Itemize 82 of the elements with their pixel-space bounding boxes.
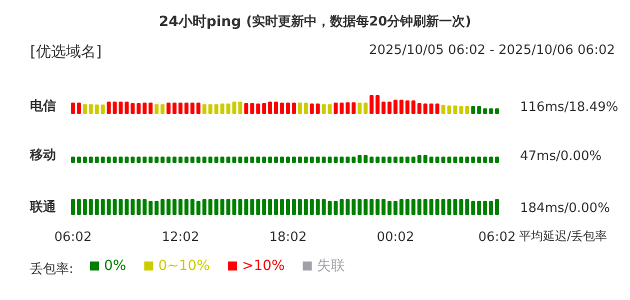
- bar: [154, 104, 159, 114]
- legend-label: 0~10%: [158, 258, 210, 274]
- bar: [178, 102, 182, 114]
- bar: [292, 102, 296, 114]
- bar: [244, 102, 248, 114]
- bar: [393, 100, 398, 114]
- bar: [106, 102, 111, 114]
- bar: [94, 104, 99, 114]
- bar: [76, 102, 81, 114]
- bar: [250, 102, 254, 114]
- text: 184ms/0.00%: [520, 201, 610, 216]
- legend-title: 丢包率:: [30, 261, 74, 277]
- bar: [238, 102, 242, 114]
- bar: [88, 104, 93, 114]
- bar: [465, 106, 470, 114]
- legend-label: 0%: [104, 258, 126, 274]
- bar: [328, 104, 332, 114]
- bar: [82, 104, 87, 114]
- bar: [208, 104, 212, 114]
- bar: [471, 106, 476, 114]
- text: 47ms/0.00%: [520, 149, 602, 164]
- bar: [405, 100, 410, 114]
- bar: [399, 100, 404, 114]
- bar: [172, 102, 177, 114]
- bar: [370, 95, 374, 114]
- bar: [304, 102, 308, 114]
- chart-subtitle: (实时更新中，数据每20分钟刷新一次): [246, 14, 472, 30]
- bar: [142, 102, 147, 114]
- bar: [160, 104, 165, 114]
- bar: [214, 104, 218, 114]
- bar: [388, 102, 392, 114]
- bar: [286, 102, 290, 114]
- bar: [130, 102, 135, 114]
- bar: [453, 105, 458, 114]
- bar: [417, 102, 422, 114]
- bar: [435, 104, 440, 114]
- bar: [256, 104, 260, 114]
- x-tick-label: 00:02: [376, 230, 414, 245]
- bar: [274, 102, 278, 114]
- bar: [322, 104, 326, 114]
- bar: [190, 102, 194, 114]
- bar: [298, 102, 302, 114]
- text: [优选域名]: [30, 42, 102, 60]
- bar: [477, 106, 482, 114]
- bar: [268, 102, 272, 114]
- bar: [280, 102, 284, 114]
- bar: [316, 104, 320, 114]
- x-tick-label: 06:02: [478, 230, 516, 245]
- bar: [136, 102, 141, 114]
- y-axis-title: 电信: [30, 99, 56, 114]
- bar: [382, 102, 386, 114]
- bar: [166, 102, 171, 114]
- x-tick-label: 18:02: [269, 230, 307, 245]
- bar: [352, 102, 356, 114]
- bar: [310, 104, 314, 114]
- bar: [148, 102, 153, 114]
- y-axis-title: 联通: [29, 199, 57, 215]
- bar: [100, 104, 105, 114]
- bar: [262, 102, 266, 114]
- text: 116ms/18.49%: [520, 100, 618, 115]
- chart-title: 24小时ping: [158, 14, 242, 30]
- bar: [70, 102, 75, 114]
- bar: [112, 102, 117, 114]
- bar: [202, 104, 206, 114]
- y-axis-title: 移动: [29, 148, 56, 163]
- bar: [429, 104, 434, 114]
- bar: [459, 106, 464, 114]
- x-axis-title: 平均延迟/丢包率: [519, 229, 608, 243]
- bar: [184, 102, 188, 114]
- legend-label: 失联: [316, 258, 345, 274]
- bar: [423, 104, 428, 114]
- bar: [196, 102, 200, 114]
- bar: [376, 95, 380, 114]
- legend-label: >10%: [242, 258, 285, 274]
- x-tick-label: 12:02: [162, 230, 200, 245]
- bar: [346, 102, 350, 114]
- text: 2025/10/05 06:02 - 2025/10/06 06:02: [368, 43, 616, 58]
- x-tick-label: 06:02: [54, 230, 92, 245]
- bar: [358, 102, 362, 114]
- bar: [364, 102, 368, 114]
- bar: [411, 100, 416, 114]
- bar: [220, 104, 224, 114]
